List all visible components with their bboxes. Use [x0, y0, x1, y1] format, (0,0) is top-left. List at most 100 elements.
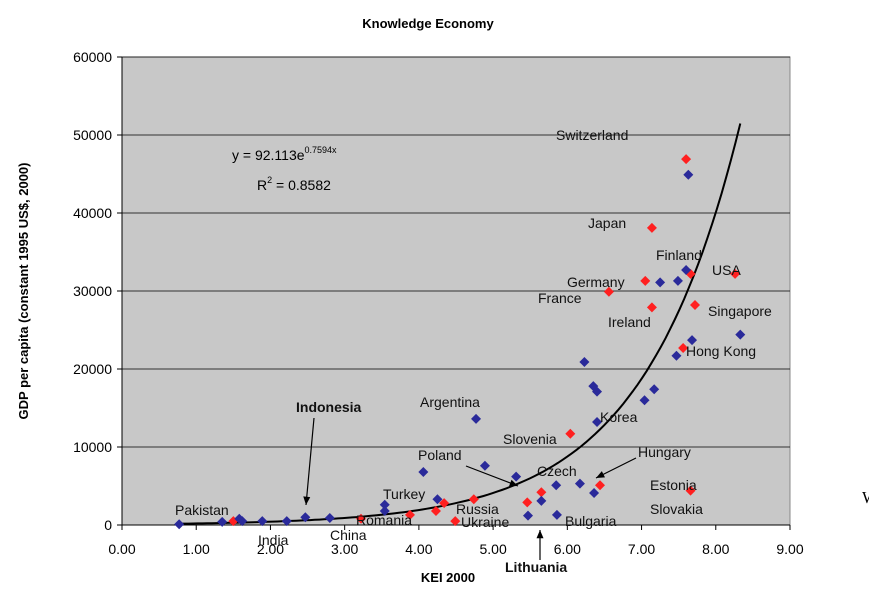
point	[730, 268, 741, 279]
country-label: Slovakia	[650, 501, 703, 517]
point	[522, 510, 533, 521]
point	[432, 494, 443, 505]
point	[439, 498, 450, 509]
point	[430, 505, 441, 516]
x-tick-label: 4.00	[405, 541, 432, 557]
point	[355, 513, 366, 524]
x-tick-label: 3.00	[331, 541, 358, 557]
point	[592, 417, 603, 428]
country-label: Switzerland	[556, 127, 628, 143]
r-squared-value: = 0.8582	[272, 177, 331, 193]
point	[281, 516, 292, 527]
equation-exponent: 0.7594x	[305, 145, 338, 155]
point	[678, 342, 689, 353]
r-squared: R2 = 0.8582	[257, 175, 331, 193]
r-squared-r: R	[257, 177, 267, 193]
country-label: Romania	[356, 512, 412, 528]
point	[671, 350, 682, 361]
country-label: Ukraine	[461, 514, 509, 530]
y-tick-label: 30000	[73, 283, 112, 299]
x-tick-label: 8.00	[702, 541, 729, 557]
y-tick-label: 60000	[73, 49, 112, 65]
country-label: Slovenia	[503, 431, 557, 447]
point	[379, 505, 390, 516]
x-tick-label: 6.00	[554, 541, 581, 557]
country-label: Hungary	[638, 444, 691, 460]
country-label: Indonesia	[296, 399, 362, 415]
country-label: Korea	[600, 409, 638, 425]
x-axis-title: KEI 2000	[421, 570, 475, 585]
x-tick-label: 0.00	[108, 541, 135, 557]
arrow-head	[536, 530, 544, 539]
point	[735, 329, 746, 340]
point	[603, 286, 614, 297]
country-label: Ireland	[608, 314, 651, 330]
y-tick-label: 40000	[73, 205, 112, 221]
point	[468, 494, 479, 505]
trendline	[179, 123, 742, 525]
point	[685, 485, 696, 496]
country-label: Pakistan	[175, 502, 229, 518]
point	[565, 428, 576, 439]
point	[536, 495, 547, 506]
y-tick-label: 50000	[73, 127, 112, 143]
country-label: Finland	[656, 247, 702, 263]
point	[681, 264, 692, 275]
country-label: Argentina	[420, 394, 480, 410]
point	[594, 480, 605, 491]
point	[689, 300, 700, 311]
country-label: France	[538, 290, 582, 306]
r-squared-power: 2	[267, 175, 272, 185]
country-label: Japan	[588, 215, 626, 231]
point	[418, 466, 429, 477]
country-label: Estonia	[650, 477, 697, 493]
point	[536, 487, 547, 498]
point	[217, 516, 228, 527]
country-label: Germany	[567, 274, 625, 290]
x-tick-label: 9.00	[776, 541, 803, 557]
arrow-line	[305, 417, 315, 506]
point	[300, 512, 311, 523]
x-tick-label: 5.00	[479, 541, 506, 557]
country-label: Bulgaria	[565, 513, 617, 529]
point	[672, 275, 683, 286]
arrow-line	[465, 465, 519, 487]
point	[324, 512, 335, 523]
country-label: India	[258, 532, 289, 548]
equation-base: y = 92.113e	[232, 147, 305, 163]
point	[646, 222, 657, 233]
country-label: China	[330, 527, 367, 543]
y-tick-label: 0	[104, 517, 112, 533]
point	[574, 478, 585, 489]
point	[450, 516, 461, 527]
country-label: Hong Kong	[686, 343, 756, 359]
country-label: Czech	[537, 463, 577, 479]
arrow-head	[509, 479, 518, 487]
point	[257, 516, 268, 527]
point	[511, 471, 522, 482]
point	[234, 513, 245, 524]
point	[379, 499, 390, 510]
point	[683, 169, 694, 180]
country-label: Russia	[456, 501, 499, 517]
x-tick-label: 1.00	[183, 541, 210, 557]
point	[646, 302, 657, 313]
x-tick-label: 7.00	[628, 541, 655, 557]
country-label: USA	[712, 262, 741, 278]
y-tick-label: 10000	[73, 439, 112, 455]
point	[579, 356, 590, 367]
chart-title: Knowledge Economy	[362, 16, 494, 31]
x-tick-label: 2.00	[257, 541, 284, 557]
point	[471, 413, 482, 424]
y-tick-label: 20000	[73, 361, 112, 377]
country-label: Singapore	[708, 303, 772, 319]
y-axis-title: GDP per capita (constant 1995 US$, 2000)	[16, 163, 31, 420]
point	[655, 277, 666, 288]
point	[592, 386, 603, 397]
source-note: مأخذ: World Bank and World Bank Institut…	[862, 485, 869, 507]
point	[479, 460, 490, 471]
point	[174, 519, 185, 530]
point	[551, 480, 562, 491]
country-label: Lithuania	[505, 559, 567, 575]
